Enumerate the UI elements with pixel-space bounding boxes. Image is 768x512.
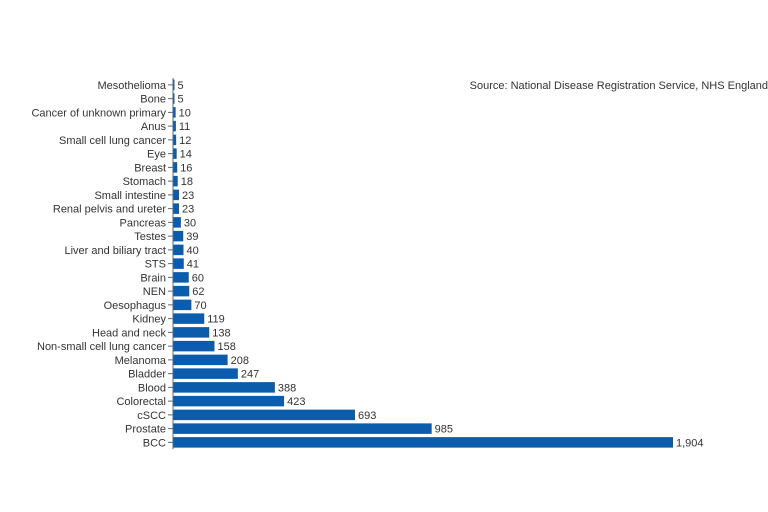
category-label: Small intestine: [94, 190, 166, 202]
value-label: 14: [180, 149, 192, 161]
category-label: Prostate: [125, 424, 166, 436]
bar-brain: [173, 272, 189, 283]
value-label: 5: [178, 80, 184, 92]
value-label: 60: [192, 272, 204, 284]
value-label: 39: [186, 231, 198, 243]
bar-colorectal: [173, 395, 285, 407]
value-label: 40: [187, 245, 199, 257]
category-label: Stomach: [123, 176, 166, 188]
value-label: 18: [181, 176, 193, 188]
category-label: NEN: [143, 286, 166, 298]
bar-renal-pelvis-and-ureter: [173, 203, 180, 214]
value-label: 693: [358, 410, 376, 422]
bar-liver-and-biliary-tract: [173, 244, 184, 256]
bar-non-small-cell-lung-cancer: [173, 340, 215, 352]
category-label: Eye: [147, 149, 166, 161]
category-label: Oesophagus: [104, 300, 167, 312]
category-label: Liver and biliary tract: [65, 245, 167, 257]
category-label: Cancer of unknown primary: [31, 107, 166, 119]
value-label: 23: [182, 190, 194, 202]
value-label: 12: [179, 135, 191, 147]
value-label: 62: [192, 286, 204, 298]
category-label: Colorectal: [116, 396, 166, 408]
category-label: Bone: [140, 94, 166, 106]
value-label: 985: [435, 424, 453, 436]
value-label: 423: [287, 396, 305, 408]
bar-eye: [173, 148, 177, 159]
value-label: 138: [212, 327, 230, 339]
value-labels-group: 5510111214161823233039404160627011913815…: [178, 80, 704, 450]
category-label: cSCC: [137, 410, 166, 422]
bar-sts: [173, 258, 184, 269]
category-label: Testes: [134, 231, 166, 243]
value-label: 70: [194, 300, 206, 312]
category-label: Renal pelvis and ureter: [53, 204, 166, 216]
value-label: 1,904: [676, 437, 704, 449]
category-label: Head and neck: [92, 327, 166, 339]
category-label: Brain: [140, 272, 166, 284]
bars-group: [173, 79, 673, 448]
bar-stomach: [173, 175, 178, 187]
bar-kidney: [173, 313, 205, 324]
value-label: 208: [231, 355, 249, 367]
category-label: Breast: [134, 162, 166, 174]
value-label: 388: [278, 382, 296, 394]
value-label: 247: [241, 369, 259, 381]
source-note: Source: National Disease Registration Se…: [469, 80, 768, 92]
bar-blood: [173, 382, 275, 393]
bar-cscc: [173, 409, 355, 421]
bar-head-and-neck: [173, 327, 210, 338]
bar-small-intestine: [173, 189, 180, 201]
bar-bladder: [173, 368, 238, 379]
category-label: Small cell lung cancer: [59, 135, 166, 147]
category-label: Non-small cell lung cancer: [37, 341, 166, 353]
category-label: Mesothelioma: [98, 80, 167, 92]
bar-testes: [173, 230, 184, 242]
category-label: Melanoma: [115, 355, 167, 367]
bar-nen: [173, 285, 190, 297]
bar-pancreas: [173, 217, 181, 228]
value-label: 158: [217, 341, 235, 353]
bar-melanoma: [173, 354, 228, 366]
bar-breast: [173, 162, 178, 173]
value-label: 5: [178, 94, 184, 106]
value-label: 11: [179, 121, 190, 133]
bar-prostate: [173, 423, 432, 434]
value-label: 119: [207, 314, 225, 326]
bar-small-cell-lung-cancer: [173, 134, 177, 146]
category-label: STS: [145, 259, 166, 271]
category-label: Pancreas: [120, 217, 167, 229]
bar-mesothelioma: [173, 79, 175, 91]
category-label: Anus: [141, 121, 167, 133]
bar-bcc: [173, 437, 673, 448]
category-label: Kidney: [132, 314, 166, 326]
value-label: 10: [179, 107, 191, 119]
category-label: Blood: [138, 382, 166, 394]
category-label: BCC: [143, 437, 166, 449]
category-label: Bladder: [128, 369, 166, 381]
value-label: 41: [187, 259, 199, 271]
value-label: 30: [184, 217, 196, 229]
bar-anus: [173, 120, 176, 132]
bar-cancer-of-unknown-primary: [173, 107, 176, 118]
value-label: 16: [180, 162, 192, 174]
bar-bone: [173, 93, 175, 104]
value-label: 23: [182, 204, 194, 216]
bar-oesophagus: [173, 299, 192, 311]
